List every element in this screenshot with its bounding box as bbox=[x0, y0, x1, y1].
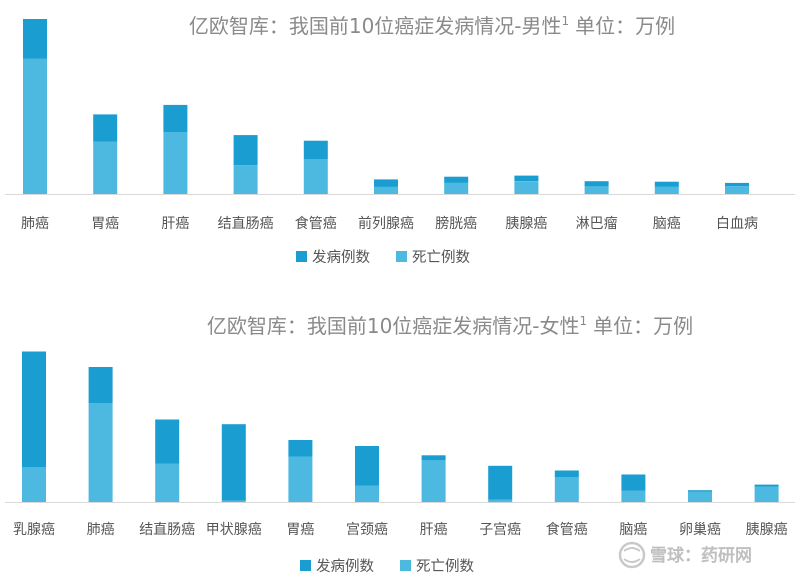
female-cancer-chart: 亿欧智库：我国前10位癌症发病情况-女性1 单位：万例 乳腺癌 肺癌 结直肠癌 甲状腺癌… bbox=[5, 314, 795, 575]
female-bar-death-3 bbox=[221, 500, 246, 502]
male-x-ticks: 肺癌 胃癌 肝癌 结直肠癌 食管癌 前列腺癌 膀胱癌 胰腺癌 淋巴瘤 脑癌 白血病 bbox=[21, 215, 758, 232]
male-bar-death-2 bbox=[163, 131, 188, 194]
female-tick-label-3: 甲状腺癌 bbox=[206, 522, 262, 538]
female-tick-label-4: 胃癌 bbox=[286, 522, 314, 538]
female-legend-death-label: 死亡例数 bbox=[416, 558, 474, 575]
female-bar-death-6 bbox=[421, 460, 446, 502]
snowball-logo-icon bbox=[618, 541, 646, 569]
female-legend-death-swatch bbox=[400, 560, 411, 571]
female-legend-incidence-swatch bbox=[300, 560, 311, 571]
female-bar-incidence-7 bbox=[488, 465, 513, 500]
male-bar-death-0 bbox=[23, 58, 47, 195]
male-tick-label-7: 胰腺癌 bbox=[505, 216, 547, 232]
male-chart-title: 亿欧智库：我国前10位癌症发病情况-男性1 单位：万例 bbox=[189, 14, 675, 38]
female-bar-death-5 bbox=[355, 485, 379, 502]
female-bar-death-4 bbox=[288, 456, 313, 502]
female-bar-incidence-5 bbox=[355, 446, 379, 486]
male-legend: 发病例数 死亡例数 bbox=[296, 249, 470, 266]
male-tick-label-5: 前列腺癌 bbox=[358, 215, 414, 232]
male-bars bbox=[23, 19, 749, 195]
male-bar-death-5 bbox=[374, 186, 398, 194]
male-tick-label-3: 结直肠癌 bbox=[218, 215, 274, 232]
female-bar-death-0 bbox=[22, 467, 46, 502]
male-legend-incidence-swatch bbox=[296, 251, 307, 262]
male-bar-death-3 bbox=[233, 165, 258, 194]
male-legend-incidence-label: 发病例数 bbox=[312, 249, 370, 266]
male-bar-incidence-3 bbox=[233, 135, 258, 166]
male-legend-death-swatch bbox=[396, 251, 407, 262]
male-bar-death-1 bbox=[93, 141, 118, 194]
male-bar-incidence-5 bbox=[374, 179, 398, 187]
female-bar-death-7 bbox=[488, 499, 513, 503]
female-bar-death-11 bbox=[754, 486, 779, 502]
male-bar-death-4 bbox=[303, 159, 328, 194]
male-tick-label-9: 脑癌 bbox=[653, 216, 681, 232]
male-bar-incidence-0 bbox=[23, 19, 47, 59]
male-bar-death-6 bbox=[444, 182, 469, 194]
female-bar-incidence-3 bbox=[221, 424, 246, 501]
female-tick-label-6: 肝癌 bbox=[420, 522, 448, 538]
female-chart-title: 亿欧智库：我国前10位癌症发病情况-女性1 单位：万例 bbox=[207, 314, 693, 338]
female-bar-incidence-0 bbox=[22, 351, 46, 467]
female-bars bbox=[22, 351, 779, 503]
female-tick-label-2: 结直肠癌 bbox=[139, 521, 195, 538]
female-bar-death-8 bbox=[554, 477, 579, 502]
male-tick-label-0: 肺癌 bbox=[21, 216, 49, 232]
female-bar-incidence-2 bbox=[155, 419, 180, 464]
watermark: 雪球：药研网 bbox=[618, 541, 752, 569]
male-tick-label-4: 食管癌 bbox=[295, 215, 337, 232]
male-bar-incidence-10 bbox=[725, 182, 749, 187]
female-tick-label-9: 脑癌 bbox=[619, 522, 647, 538]
female-legend: 发病例数 死亡例数 bbox=[300, 558, 474, 575]
female-bar-incidence-4 bbox=[288, 440, 313, 457]
female-bar-incidence-1 bbox=[88, 367, 113, 403]
male-bar-incidence-7 bbox=[514, 175, 539, 182]
male-bar-death-8 bbox=[584, 186, 609, 194]
male-tick-label-1: 胃癌 bbox=[91, 216, 119, 232]
male-bar-death-10 bbox=[725, 186, 749, 194]
female-bar-incidence-9 bbox=[621, 474, 646, 491]
female-bar-incidence-11 bbox=[754, 484, 779, 487]
female-tick-label-8: 食管癌 bbox=[546, 521, 588, 538]
female-bar-death-10 bbox=[688, 491, 712, 502]
female-tick-label-11: 胰腺癌 bbox=[746, 522, 788, 538]
female-bar-death-2 bbox=[155, 463, 180, 502]
male-bar-incidence-2 bbox=[163, 104, 188, 132]
male-bar-incidence-8 bbox=[584, 181, 609, 187]
male-bar-incidence-9 bbox=[654, 181, 679, 187]
female-bar-death-9 bbox=[621, 490, 646, 502]
male-tick-label-10: 白血病 bbox=[716, 216, 758, 232]
female-tick-label-10: 卵巢癌 bbox=[679, 522, 721, 538]
female-tick-label-1: 肺癌 bbox=[87, 522, 115, 538]
female-bar-incidence-8 bbox=[554, 470, 579, 477]
female-bar-incidence-6 bbox=[421, 455, 446, 461]
male-legend-death-label: 死亡例数 bbox=[412, 249, 470, 266]
male-tick-label-8: 淋巴瘤 bbox=[576, 215, 618, 232]
female-bar-incidence-10 bbox=[688, 490, 712, 492]
male-tick-label-6: 膀胱癌 bbox=[435, 215, 477, 232]
male-cancer-chart: 亿欧智库：我国前10位癌症发病情况-男性1 单位：万例 肺癌 胃癌 肝癌 结直肠癌 食管癌… bbox=[5, 14, 795, 266]
male-bar-incidence-4 bbox=[303, 140, 328, 159]
female-bar-death-1 bbox=[88, 403, 113, 502]
male-bar-death-9 bbox=[654, 186, 679, 194]
watermark-text: 雪球：药研网 bbox=[650, 545, 752, 566]
male-tick-label-2: 肝癌 bbox=[161, 216, 189, 232]
female-tick-label-0: 乳腺癌 bbox=[13, 522, 55, 538]
male-bar-incidence-1 bbox=[93, 114, 118, 142]
female-legend-incidence-label: 发病例数 bbox=[316, 558, 374, 575]
male-bar-incidence-6 bbox=[444, 176, 469, 183]
female-tick-label-5: 宫颈癌 bbox=[346, 522, 388, 538]
female-tick-label-7: 子宫癌 bbox=[479, 522, 521, 538]
male-bar-death-7 bbox=[514, 181, 539, 194]
female-x-ticks: 乳腺癌 肺癌 结直肠癌 甲状腺癌 胃癌 宫颈癌 肝癌 子宫癌 食管癌 脑癌 卵巢癌 胰腺癌 bbox=[13, 521, 788, 538]
